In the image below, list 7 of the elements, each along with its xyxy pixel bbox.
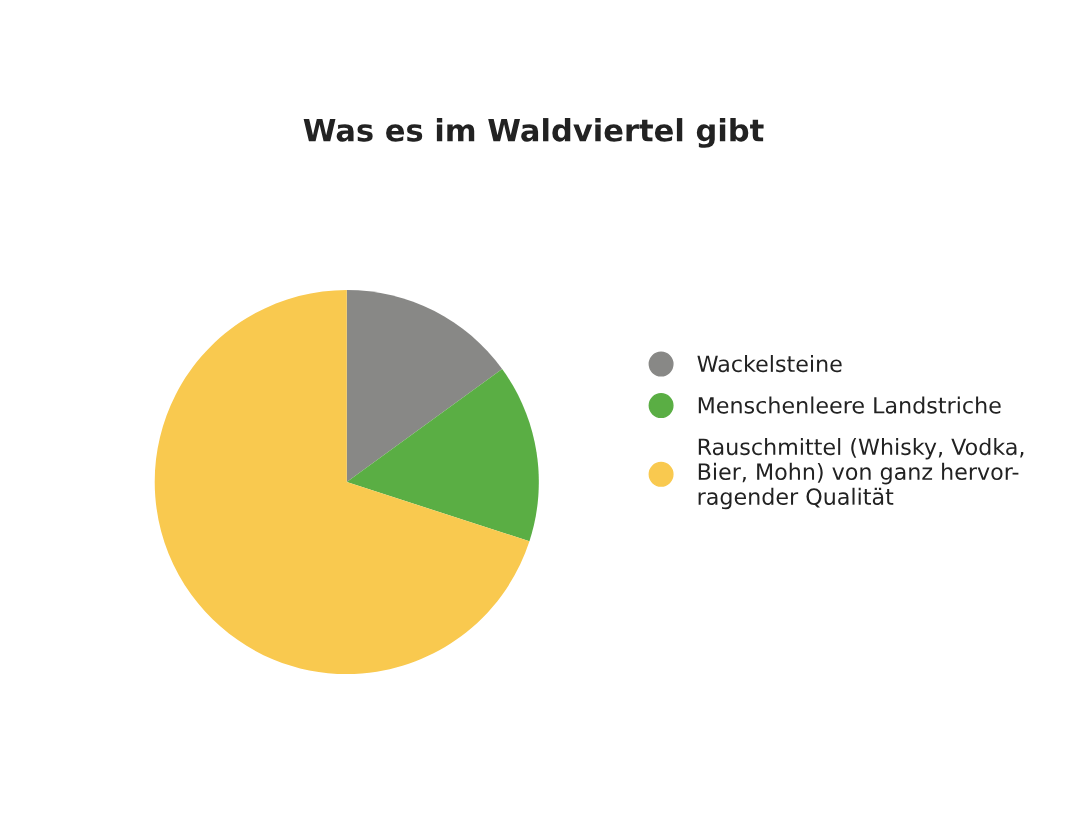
legend-label: Rauschmittel (Whisky, Vodka, Bier, Mohn) von ganz hervor- ragender Qualität (698, 437, 1024, 510)
pie-slice (346, 369, 539, 542)
pie-slice (154, 289, 530, 674)
pie-slice (346, 289, 503, 482)
legend-label: Wackelsteine (697, 354, 842, 373)
legend-label: Menschenleere Landstriche (698, 396, 1001, 414)
chart-title: Was es im Waldviertel gibt (303, 118, 764, 148)
